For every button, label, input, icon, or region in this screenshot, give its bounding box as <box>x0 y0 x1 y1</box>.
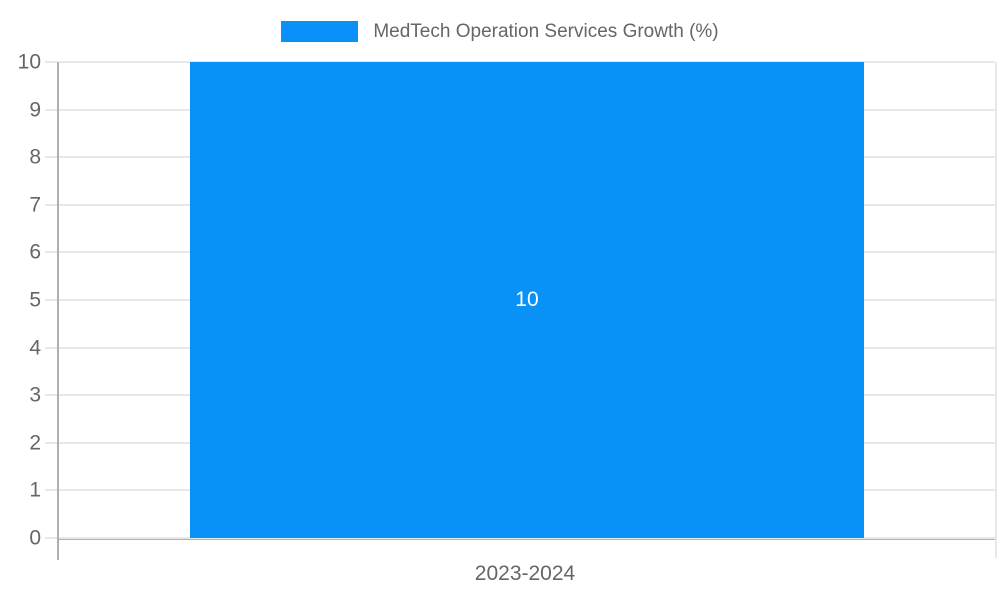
y-tick-mark <box>45 537 57 539</box>
y-tick-label: 10 <box>17 50 41 74</box>
y-tick-mark <box>45 346 57 349</box>
plot-area: 0 1 2 3 4 5 6 7 8 9 10 10 <box>18 52 997 560</box>
y-tick-mark <box>45 394 57 397</box>
legend-item[interactable]: MedTech Operation Services Growth (%) <box>0 21 1000 42</box>
y-tick-mark <box>45 489 57 492</box>
y-tick-mark <box>45 108 57 111</box>
y-tick-label: 4 <box>29 336 41 360</box>
y-tick-label: 5 <box>29 288 41 312</box>
y-tick-label: 7 <box>29 193 41 217</box>
legend-swatch-icon <box>281 21 359 42</box>
x-axis-boundary-tick <box>57 540 59 560</box>
x-axis-category-label: 2023-2024 <box>474 562 576 585</box>
y-tick-label: 6 <box>29 240 41 264</box>
plot-right-boundary-gridline <box>995 62 997 558</box>
y-tick-mark <box>45 156 57 159</box>
y-tick-label: 9 <box>29 98 41 122</box>
y-tick-mark <box>45 251 57 254</box>
y-tick-mark <box>45 299 57 301</box>
y-tick-mark <box>45 61 57 63</box>
y-tick-label: 8 <box>29 145 41 169</box>
bar-value-label: 10 <box>515 288 539 311</box>
y-tick-mark <box>45 441 57 444</box>
y-tick-mark <box>45 203 57 206</box>
y-tick-label: 3 <box>29 383 41 407</box>
y-tick-label: 2 <box>29 431 41 455</box>
y-tick-label: 1 <box>29 478 41 502</box>
bar-2023-2024[interactable]: 10 <box>190 62 864 538</box>
y-tick-label: 0 <box>29 526 41 550</box>
legend-label: MedTech Operation Services Growth (%) <box>373 21 719 42</box>
